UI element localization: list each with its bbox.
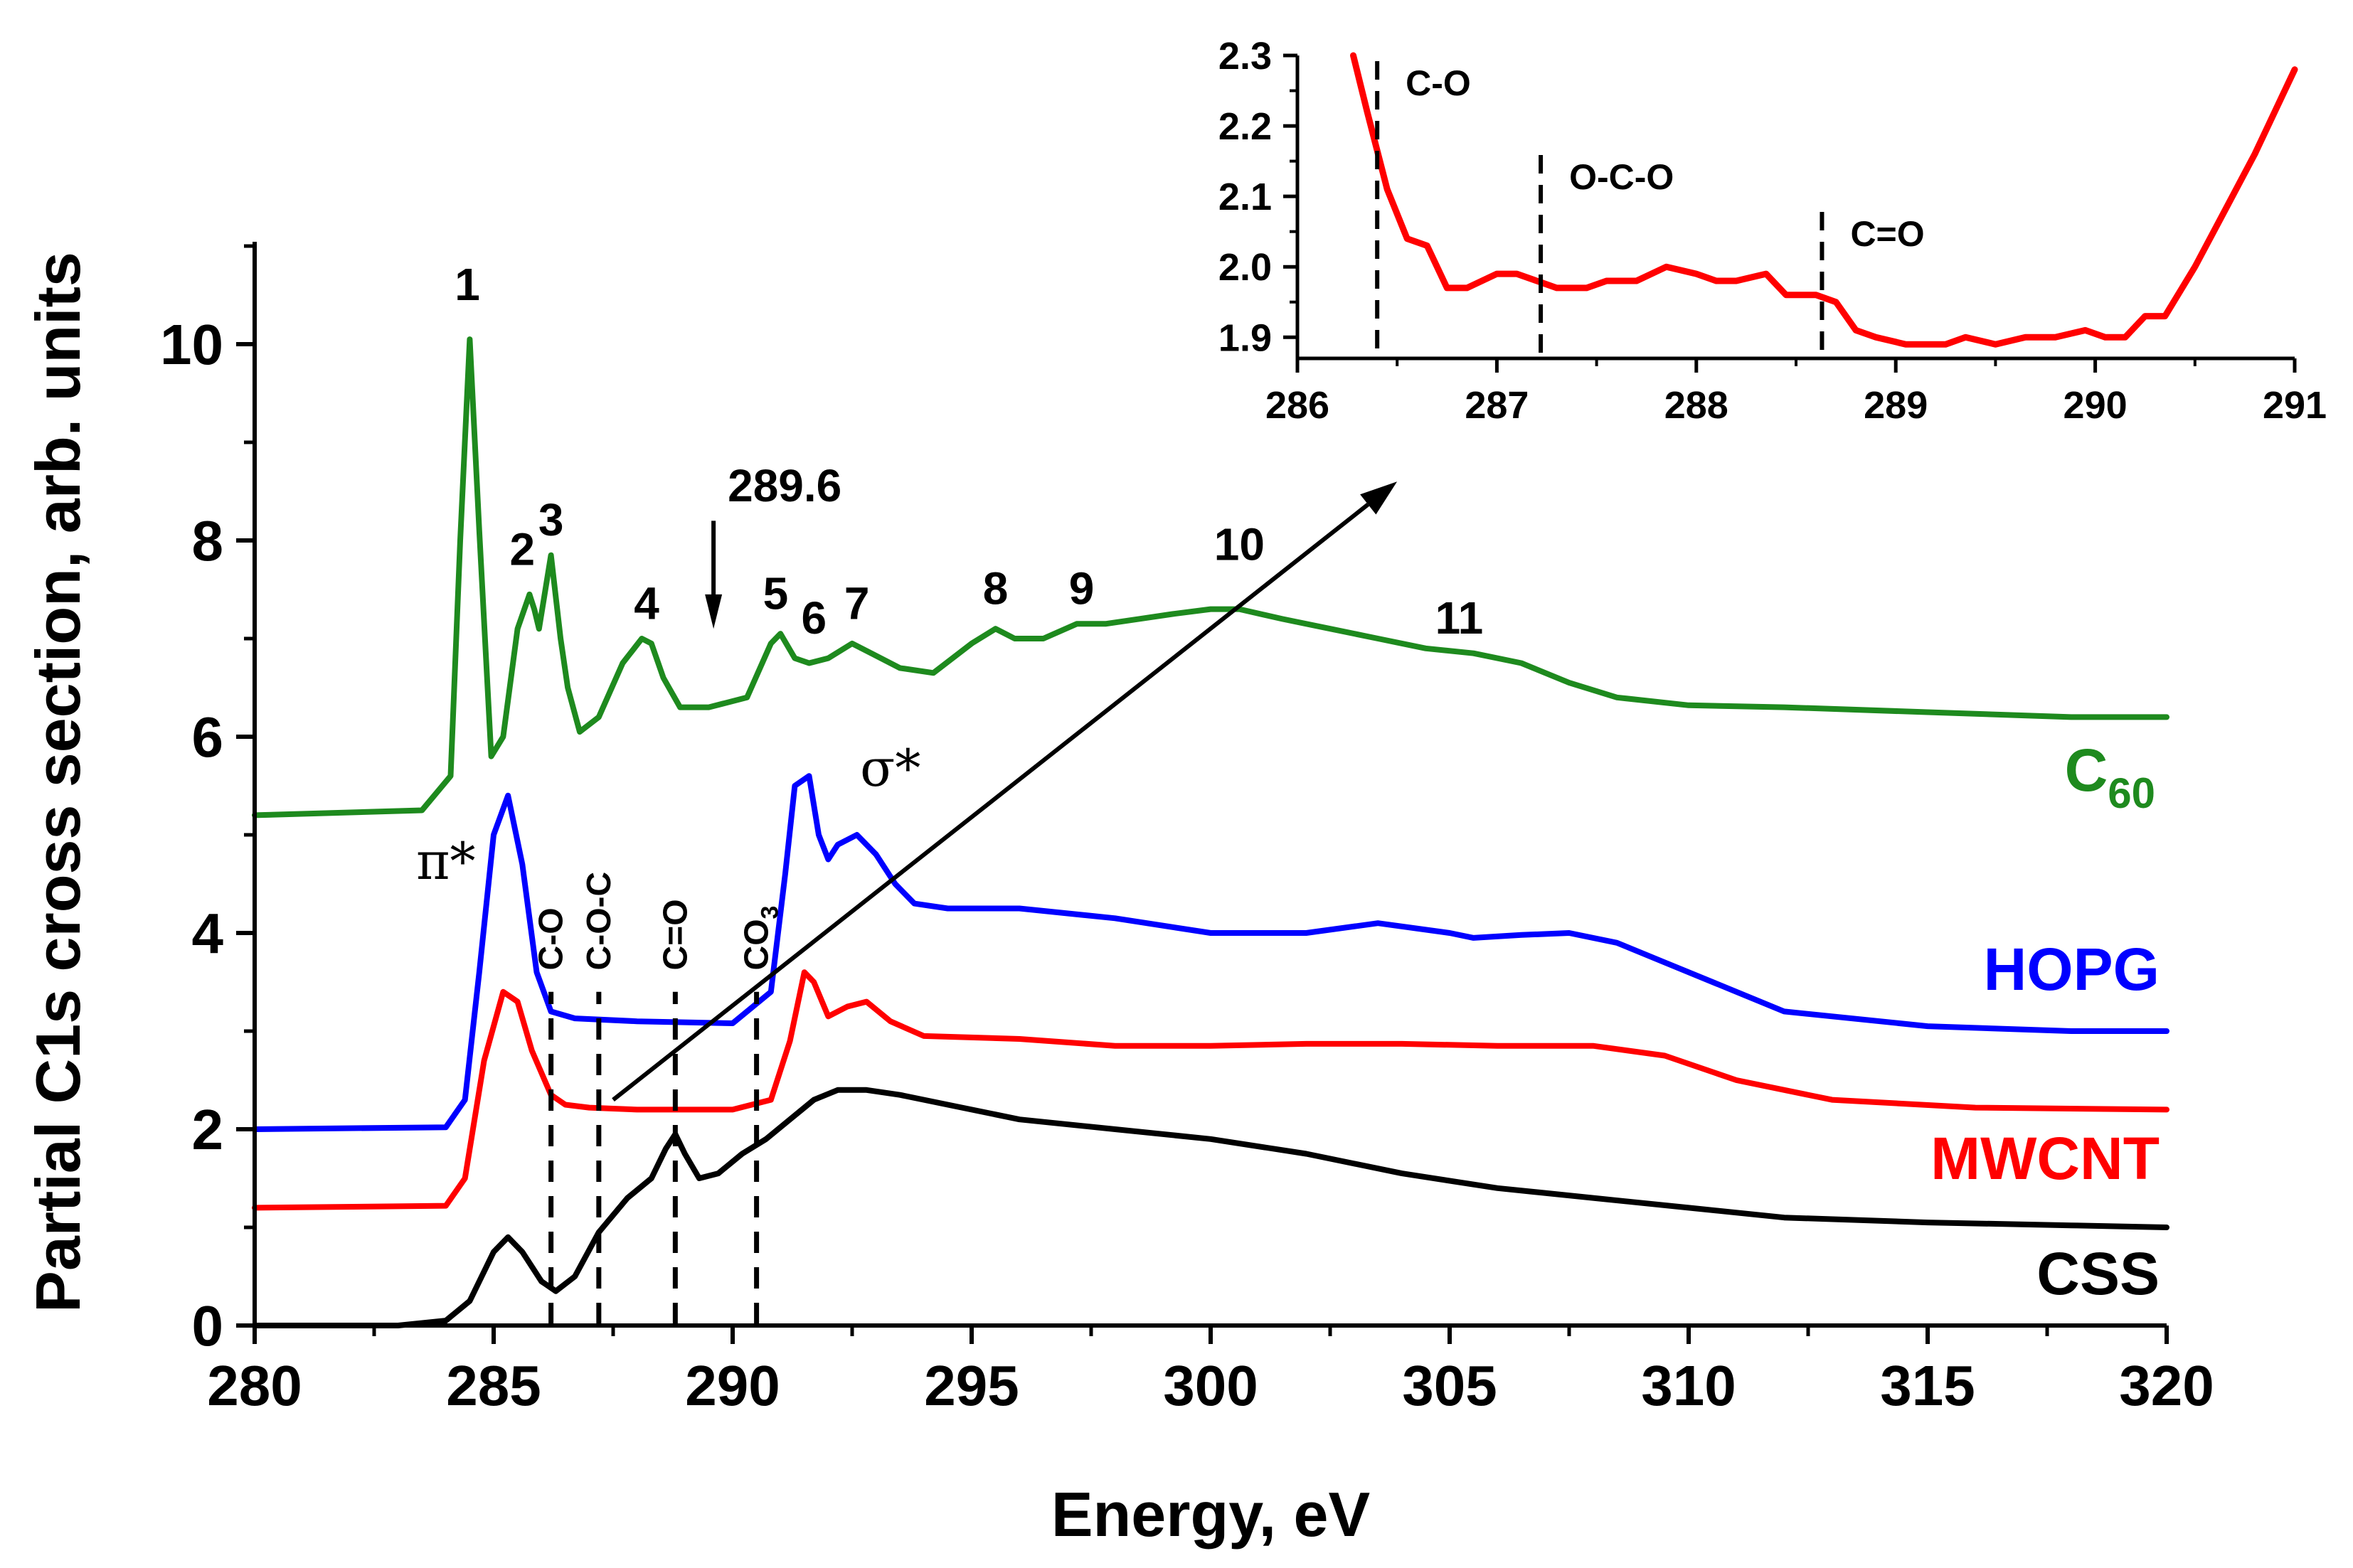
y-tick-label: 0 [192, 1294, 224, 1358]
series-label-hopg: HOPG [1984, 936, 2160, 1003]
inset-x-tick-label: 291 [2263, 384, 2327, 427]
inset-markers-group: C-O O-C-O C=O [1375, 61, 1925, 358]
peak-label-5: 5 [763, 568, 789, 619]
peak-label-4: 4 [634, 577, 659, 629]
series-label-c60: C60 [2065, 737, 2155, 817]
symbol-label-sigma-star: σ* [860, 738, 920, 798]
x-tick-label: 295 [924, 1354, 1019, 1417]
peak-label-10: 10 [1214, 519, 1265, 570]
series-line-c60 [252, 336, 2169, 818]
marker-label-c-o-c: C-O-C [580, 872, 618, 971]
peak-label-2: 2 [510, 524, 536, 575]
peak-label-9: 9 [1069, 563, 1095, 614]
main-series-group [252, 336, 2169, 1328]
inset-marker-label-o-c-o: O-C-O [1569, 157, 1674, 197]
y-axis-title: Partial C1s cross section, arb. units [23, 252, 93, 1313]
x-axis-title: Energy, eV [1051, 1479, 1371, 1550]
series-line-css [252, 1087, 2169, 1328]
inset-y-tick-label: 1.9 [1218, 316, 1272, 359]
x-tick-label: 285 [446, 1354, 541, 1417]
main-markers-group: C-O C-O-C C=O CO3 [533, 872, 784, 1324]
inset-series-group [1350, 52, 2298, 348]
series-line-hopg [252, 773, 2169, 1132]
y-tick-label: 6 [192, 705, 224, 769]
callout-arrow-head [1360, 481, 1398, 515]
series-label-mwcnt: MWCNT [1930, 1125, 2160, 1192]
inset-ticks-group: 286 287 288 289 290 291 1.9 2.0 2.1 2.2 2.3 [1218, 35, 2327, 427]
x-tick-label: 280 [207, 1354, 302, 1417]
inset-marker-label-c-o: C-O [1406, 63, 1471, 103]
inset-x-tick-label: 286 [1265, 384, 1329, 427]
y-tick-label: 2 [192, 1098, 224, 1161]
peak-label-7: 7 [844, 577, 870, 629]
callout-arrow-group [612, 481, 1398, 1102]
inset-x-tick-label: 287 [1465, 384, 1529, 427]
marker-label-c-o: C=O [657, 899, 694, 970]
peak-label-11: 11 [1435, 592, 1484, 644]
inset-x-tick-label: 290 [2063, 384, 2128, 427]
arrow-annotation-label: 289.6 [728, 460, 841, 511]
x-tick-label: 300 [1163, 1354, 1258, 1417]
inset-y-tick-label: 2.1 [1218, 176, 1272, 218]
peak-label-3: 3 [538, 494, 564, 545]
inset-y-tick-label: 2.0 [1218, 246, 1272, 289]
marker-label-c-o: C-O [533, 907, 570, 970]
inset-y-tick-label: 2.2 [1218, 105, 1272, 148]
series-line-mwcnt [252, 969, 2169, 1211]
y-tick-label: 4 [192, 902, 224, 965]
callout-arrow-shaft [612, 503, 1370, 1102]
inset-marker-label-c-o: C=O [1850, 214, 1924, 254]
inset-x-tick-label: 289 [1864, 384, 1928, 427]
inset-y-tick-label: 2.3 [1218, 35, 1272, 78]
x-tick-label: 290 [685, 1354, 780, 1417]
peak-label-8: 8 [983, 563, 1009, 614]
inset-chart: C-OO-C-OC=O 286 287 288 289 290 2911.92.02.12… [1218, 35, 2327, 427]
x-tick-label: 320 [2119, 1354, 2214, 1417]
peak-label-6: 6 [801, 592, 827, 644]
x-tick-label: 305 [1402, 1354, 1497, 1417]
main-chart: C-O C-O-C C=O CO3 280 285 290 295 300 305 310 315 3… [23, 242, 2214, 1550]
series-label-css: CSS [2036, 1240, 2160, 1307]
inset-series-line-mwcnt [1350, 52, 2298, 348]
symbol-label-pi-star: π* [416, 831, 475, 891]
x-tick-label: 310 [1641, 1354, 1736, 1417]
series-labels-group: C60 HOPG MWCNT CSS [1930, 737, 2160, 1307]
marker-label-co3: CO3 [738, 906, 784, 971]
x-tick-label: 315 [1880, 1354, 1975, 1417]
y-tick-label: 10 [160, 313, 223, 376]
main-annotations-group: 1 23 4 5 6 7 8 9 10 11 π* σ* 289.6 [416, 259, 1483, 891]
peak-label-1: 1 [455, 259, 480, 310]
inset-x-tick-label: 288 [1664, 384, 1728, 427]
y-tick-label: 8 [192, 509, 224, 572]
arrow-annotation-head [705, 594, 723, 629]
